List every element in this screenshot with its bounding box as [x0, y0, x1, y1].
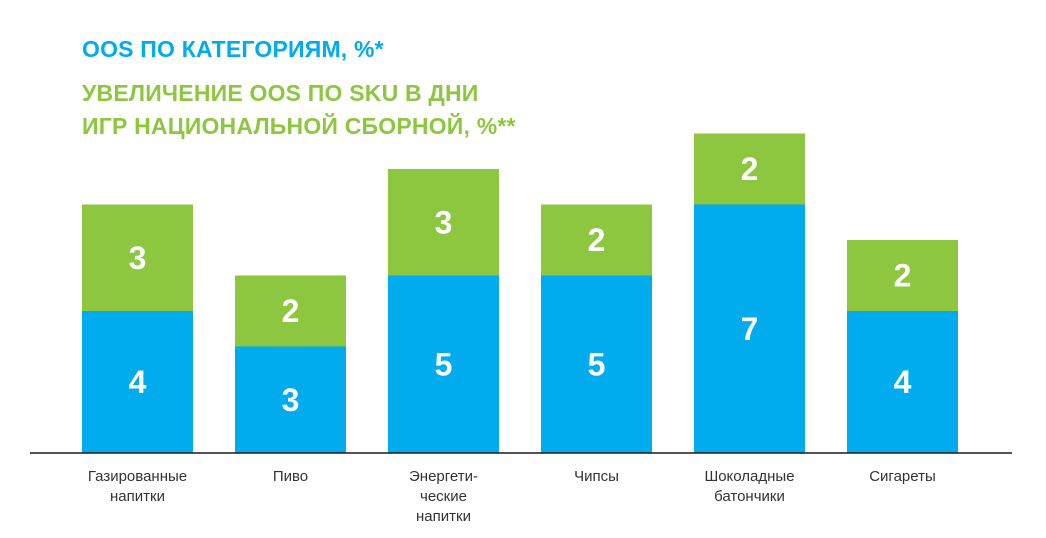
bar-segment-1-3 [388, 275, 499, 453]
data-label-1-6: 4 [894, 364, 912, 400]
data-label-2-1: 3 [129, 240, 147, 276]
data-label-2-3: 3 [435, 204, 453, 240]
data-label-2-5: 2 [741, 151, 759, 187]
bar-segment-1-4 [541, 275, 652, 453]
bar-segment-1-5 [694, 204, 805, 453]
bar-segment-1-1 [82, 311, 193, 453]
data-label-2-6: 2 [894, 258, 912, 294]
category-label-4-line-1: Чипсы [574, 468, 619, 485]
bar-segment-2-1 [82, 204, 193, 311]
category-label-3-line-3: напитки [416, 508, 471, 525]
category-label-2-line-1: Пиво [273, 468, 308, 485]
legend-series-1: OOS по категориям, %* [82, 36, 384, 62]
bar-segment-2-6 [847, 240, 958, 311]
category-label-1-line-2: напитки [110, 488, 165, 505]
legend-series-2: Увеличение OOS по SKU в дни игр национал… [82, 80, 516, 139]
category-label-3-line-2: ческие [420, 488, 467, 505]
category-label-3-line-1: Энергети- [409, 468, 478, 485]
bar-segment-2-5 [694, 133, 805, 205]
category-label-5-line-2: батончики [714, 488, 785, 505]
bar-segment-1-6 [847, 311, 958, 453]
data-label-1-2: 3 [282, 382, 300, 418]
data-label-2-4: 2 [588, 222, 606, 258]
category-label-6-line-1: Сигареты [869, 468, 936, 485]
bar-segment-2-3 [388, 169, 499, 276]
category-label-1-line-1: Газированные [88, 468, 187, 485]
bar-segment-2-4 [541, 204, 652, 276]
data-label-1-4: 5 [588, 346, 606, 382]
bar-segment-2-2 [235, 275, 346, 347]
data-label-1-3: 5 [435, 346, 453, 382]
bar-segment-1-2 [235, 346, 346, 453]
data-label-1-1: 4 [129, 364, 147, 400]
data-label-2-2: 2 [282, 293, 300, 329]
category-label-5-line-1: Шоколадные [704, 468, 794, 485]
data-label-1-5: 7 [741, 311, 759, 347]
